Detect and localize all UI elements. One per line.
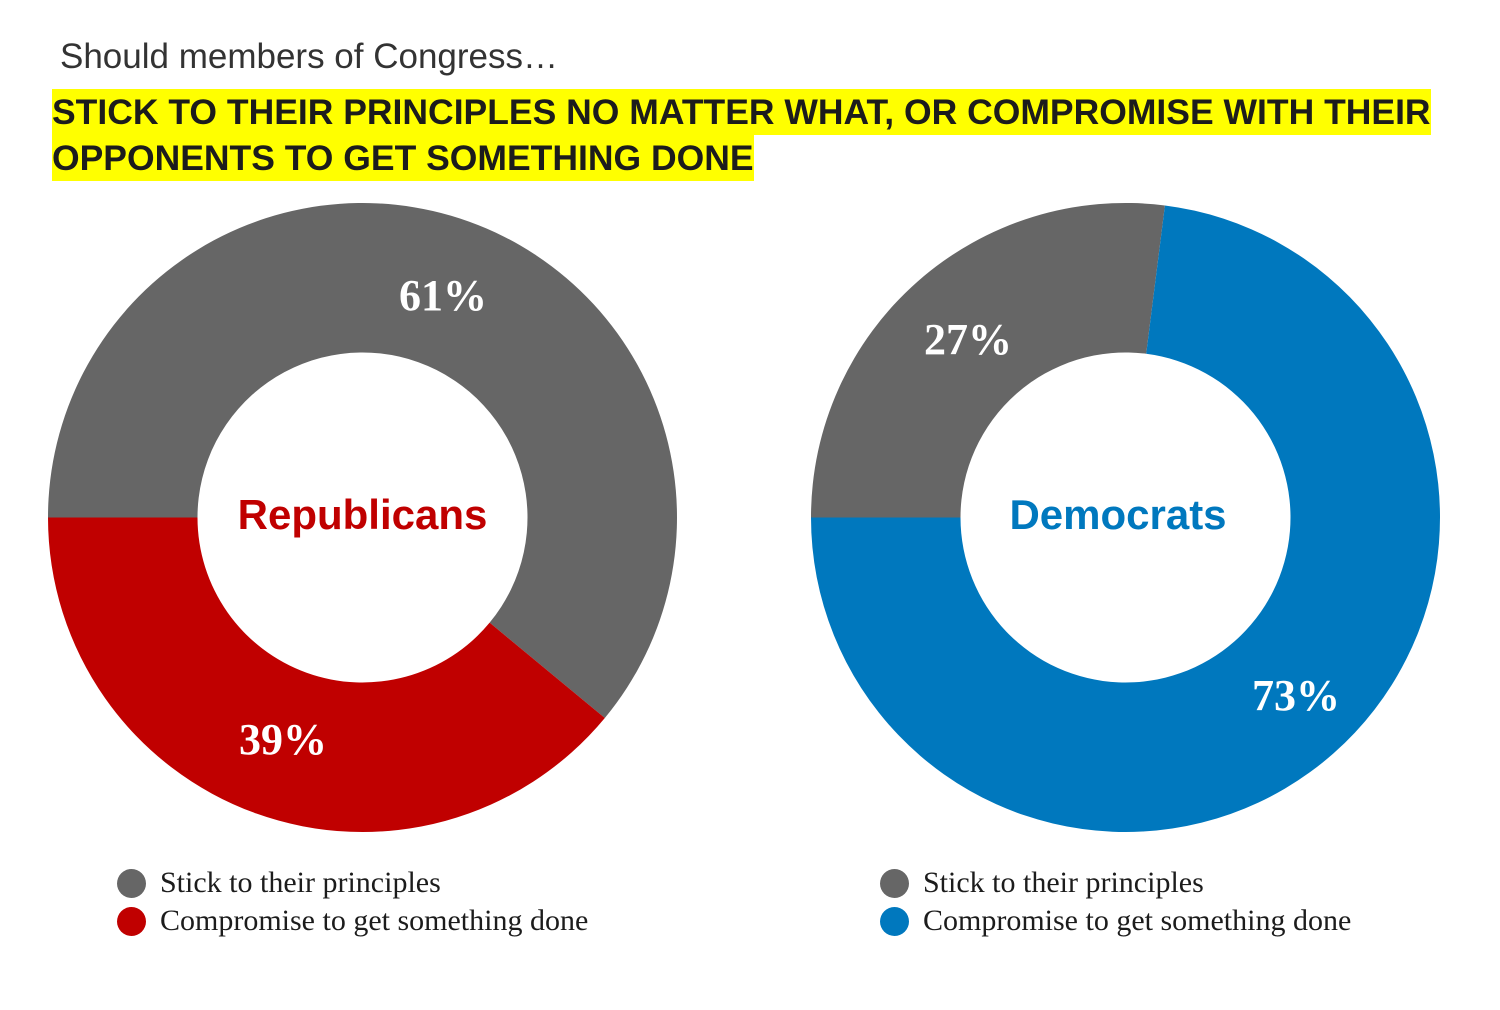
svg-text:27%: 27% — [924, 315, 1012, 364]
svg-text:Democrats: Democrats — [1009, 491, 1226, 538]
svg-text:39%: 39% — [239, 715, 327, 764]
svg-text:Republicans: Republicans — [238, 491, 488, 538]
svg-text:61%: 61% — [399, 271, 487, 320]
svg-text:73%: 73% — [1252, 671, 1340, 720]
